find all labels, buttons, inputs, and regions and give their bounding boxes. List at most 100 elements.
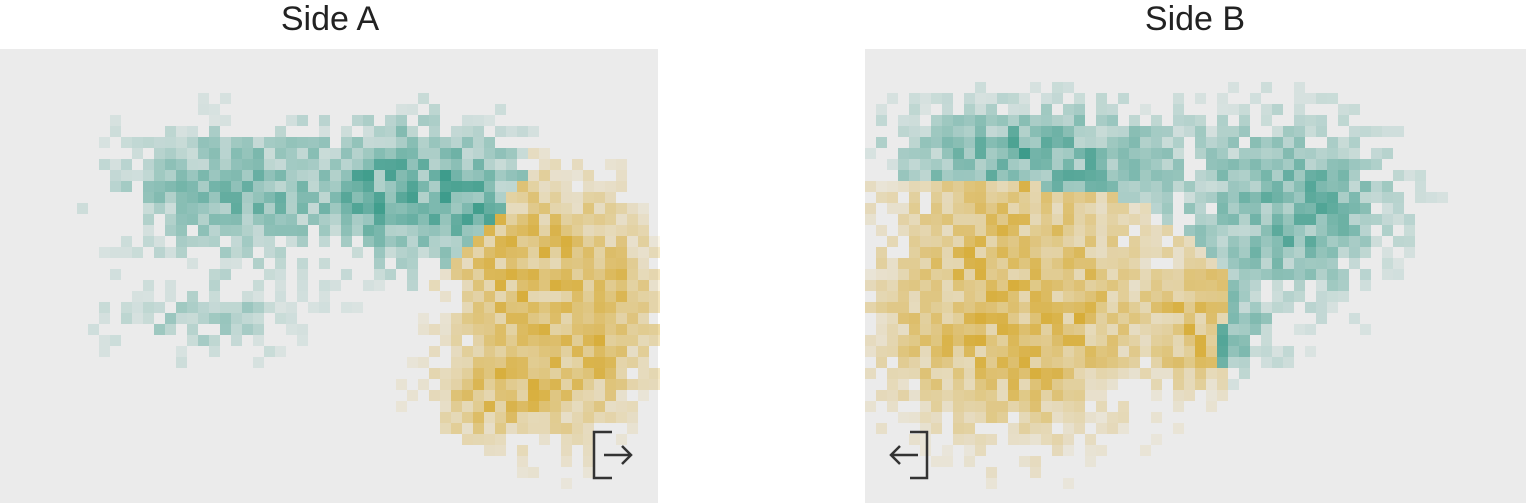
heat-cell (931, 236, 942, 247)
heat-cell (1404, 247, 1415, 258)
heat-cell (561, 302, 572, 313)
heat-cell (1239, 148, 1250, 159)
heat-cell (1074, 192, 1085, 203)
heat-cell (1228, 104, 1239, 115)
heat-cell (264, 137, 275, 148)
heat-cell (176, 247, 187, 258)
heat-cell (1184, 258, 1195, 269)
heat-cell (451, 181, 462, 192)
heat-cell (1096, 258, 1107, 269)
heat-cell (495, 291, 506, 302)
heat-cell (473, 368, 484, 379)
heat-cell (1019, 434, 1030, 445)
heat-cell (616, 357, 627, 368)
heat-cell (297, 269, 308, 280)
heat-cell (1206, 137, 1217, 148)
heat-cell (1316, 247, 1327, 258)
heat-cell (484, 115, 495, 126)
heat-cell (1052, 390, 1063, 401)
heat-cell (1162, 247, 1173, 258)
heat-cell (876, 192, 887, 203)
heat-cell (1327, 258, 1338, 269)
heat-cell (473, 434, 484, 445)
heat-cell (1305, 192, 1316, 203)
heat-cell (462, 126, 473, 137)
heat-cell (1151, 291, 1162, 302)
heat-cell (528, 412, 539, 423)
heat-cell (297, 203, 308, 214)
heat-cell (209, 291, 220, 302)
heat-cell (605, 247, 616, 258)
heat-cell (1052, 269, 1063, 280)
heat-cell (1173, 269, 1184, 280)
heat-cell (920, 291, 931, 302)
heat-cell (1063, 258, 1074, 269)
heat-cell (997, 203, 1008, 214)
heat-cell (385, 192, 396, 203)
heat-cell (1272, 280, 1283, 291)
heat-cell (594, 192, 605, 203)
heat-cell (1063, 291, 1074, 302)
heat-cell (198, 170, 209, 181)
heat-cell (363, 225, 374, 236)
heat-cell (242, 181, 253, 192)
heat-cell (165, 203, 176, 214)
heat-cell (1228, 302, 1239, 313)
heat-cell (473, 126, 484, 137)
switch-side-icon[interactable] (889, 430, 929, 480)
heat-cell (495, 170, 506, 181)
heat-cell (539, 236, 550, 247)
heat-cell (143, 291, 154, 302)
heat-cell (319, 236, 330, 247)
heat-cell (550, 379, 561, 390)
heat-cell (572, 247, 583, 258)
heat-cell (374, 181, 385, 192)
heat-cell (473, 225, 484, 236)
heat-cell (506, 313, 517, 324)
heat-cell (964, 445, 975, 456)
heat-cell (1107, 181, 1118, 192)
heat-cell (506, 401, 517, 412)
heat-cell (1217, 192, 1228, 203)
heat-cell (363, 236, 374, 247)
heat-cell (572, 269, 583, 280)
heat-cell (1360, 203, 1371, 214)
heat-cell (539, 390, 550, 401)
heat-cell (1250, 214, 1261, 225)
switch-side-icon[interactable] (592, 430, 633, 480)
heat-cell (1041, 390, 1052, 401)
heat-cell (898, 280, 909, 291)
heat-cell (385, 203, 396, 214)
heat-cell (1129, 247, 1140, 258)
heat-cell (1118, 126, 1129, 137)
heat-cell (953, 225, 964, 236)
heat-cell (506, 291, 517, 302)
heat-cell (1184, 192, 1195, 203)
heat-cell (1052, 302, 1063, 313)
heat-cell (1074, 423, 1085, 434)
heat-cell (876, 357, 887, 368)
heat-cell (1129, 280, 1140, 291)
heat-cell (297, 324, 308, 335)
heat-cell (484, 258, 495, 269)
heat-cell (396, 203, 407, 214)
heat-cell (264, 181, 275, 192)
heat-cell (495, 181, 506, 192)
heat-cell (898, 313, 909, 324)
heat-cell (898, 357, 909, 368)
heat-cell (909, 192, 920, 203)
heat-cell (1030, 324, 1041, 335)
heat-cell (1107, 368, 1118, 379)
heat-cell (1030, 390, 1041, 401)
heat-cell (1239, 203, 1250, 214)
heat-cell (1261, 148, 1272, 159)
heat-cell (1393, 170, 1404, 181)
heat-cell (1019, 390, 1030, 401)
heat-cell (429, 104, 440, 115)
heat-cell (975, 379, 986, 390)
heat-cell (964, 423, 975, 434)
heat-cell (143, 192, 154, 203)
heat-cell (242, 137, 253, 148)
heat-cell (887, 192, 898, 203)
heat-cell (341, 148, 352, 159)
